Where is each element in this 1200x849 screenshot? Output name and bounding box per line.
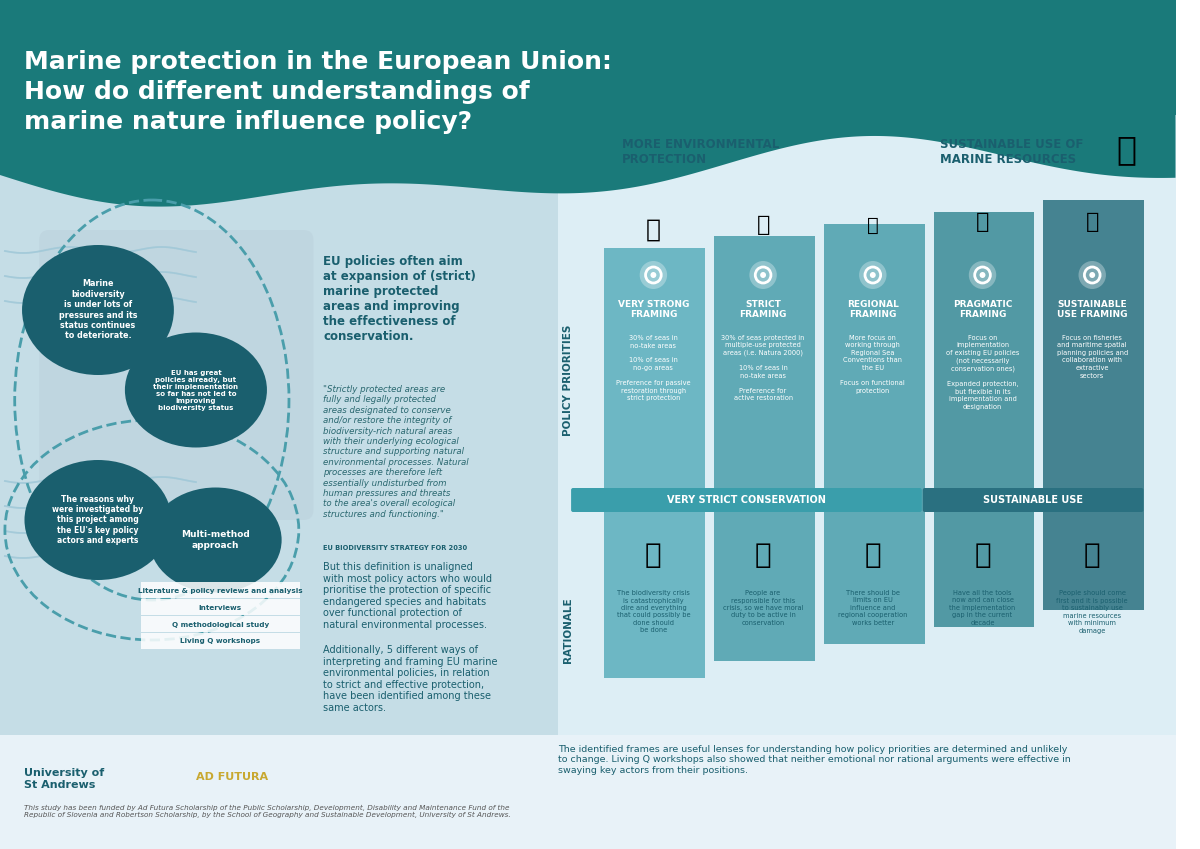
FancyBboxPatch shape bbox=[40, 230, 313, 520]
Text: EU has great
policies already, but
their implementation
so far has not led to
im: EU has great policies already, but their… bbox=[154, 369, 239, 411]
Text: People should come
first and it is possible
to sustainably use
marine resources
: People should come first and it is possi… bbox=[1056, 590, 1128, 633]
Circle shape bbox=[640, 261, 667, 289]
Text: 🌿: 🌿 bbox=[646, 541, 661, 569]
Circle shape bbox=[979, 272, 985, 278]
Text: "Strictly protected areas are
fully and legally protected
areas designated to co: "Strictly protected areas are fully and … bbox=[323, 385, 469, 519]
Text: Have all the tools
now and can close
the implementation
gap in the current
decad: Have all the tools now and can close the… bbox=[949, 590, 1015, 626]
FancyBboxPatch shape bbox=[923, 488, 1144, 512]
Text: 30% of seas protected in
multiple-use protected
areas (i.e. Natura 2000)

10% of: 30% of seas protected in multiple-use pr… bbox=[721, 335, 805, 402]
Text: EU BIODIVERSITY STRATEGY FOR 2030: EU BIODIVERSITY STRATEGY FOR 2030 bbox=[323, 545, 467, 551]
Circle shape bbox=[870, 272, 876, 278]
Text: Additionally, 5 different ways of
interpreting and framing EU marine
environment: Additionally, 5 different ways of interp… bbox=[323, 645, 498, 713]
Text: SUSTAINABLE
USE FRAMING: SUSTAINABLE USE FRAMING bbox=[1057, 300, 1128, 319]
Text: PRAGMATIC
FRAMING: PRAGMATIC FRAMING bbox=[953, 300, 1013, 319]
FancyBboxPatch shape bbox=[0, 200, 558, 780]
Text: 30% of seas in
no-take areas

10% of seas in
no-go areas

Preference for passive: 30% of seas in no-take areas 10% of seas… bbox=[616, 335, 691, 401]
FancyBboxPatch shape bbox=[571, 488, 922, 512]
Text: ⛵: ⛵ bbox=[756, 215, 769, 235]
Text: Living Q workshops: Living Q workshops bbox=[180, 638, 260, 644]
Text: 🐟: 🐟 bbox=[755, 541, 772, 569]
Circle shape bbox=[1079, 261, 1106, 289]
Text: SUSTAINABLE USE: SUSTAINABLE USE bbox=[983, 495, 1084, 505]
Text: This study has been funded by Ad Futura Scholarship of the Public Scholarship, D: This study has been funded by Ad Futura … bbox=[24, 805, 511, 818]
Text: 🎣: 🎣 bbox=[1086, 212, 1099, 232]
Text: AD FUTURA: AD FUTURA bbox=[196, 772, 268, 782]
FancyBboxPatch shape bbox=[714, 236, 815, 661]
Circle shape bbox=[968, 261, 996, 289]
Text: University of
St Andrews: University of St Andrews bbox=[24, 768, 104, 790]
Circle shape bbox=[1090, 272, 1096, 278]
Text: VERY STRICT CONSERVATION: VERY STRICT CONSERVATION bbox=[667, 495, 826, 505]
Ellipse shape bbox=[24, 460, 172, 580]
Text: 🚢: 🚢 bbox=[866, 216, 878, 234]
FancyBboxPatch shape bbox=[934, 212, 1034, 627]
Text: 🌊: 🌊 bbox=[864, 541, 881, 569]
Text: 🐬: 🐬 bbox=[646, 218, 661, 242]
Text: There should be
limits on EU
influence and
regional cooperation
works better: There should be limits on EU influence a… bbox=[838, 590, 907, 626]
FancyBboxPatch shape bbox=[558, 115, 1176, 735]
Text: REGIONAL
FRAMING: REGIONAL FRAMING bbox=[847, 300, 899, 319]
Text: 🚤: 🚤 bbox=[976, 212, 989, 232]
Ellipse shape bbox=[22, 245, 174, 375]
Circle shape bbox=[760, 272, 766, 278]
Text: The biodiversity crisis
is catastrophically
dire and everything
that could possi: The biodiversity crisis is catastrophica… bbox=[617, 590, 690, 633]
FancyBboxPatch shape bbox=[824, 224, 925, 644]
FancyBboxPatch shape bbox=[142, 633, 300, 649]
Polygon shape bbox=[0, 0, 1176, 206]
Text: RATIONALE: RATIONALE bbox=[563, 597, 574, 663]
FancyBboxPatch shape bbox=[0, 0, 1176, 170]
Text: marine nature influence policy?: marine nature influence policy? bbox=[24, 110, 473, 134]
Text: The reasons why
were investigated by
this project among
the EU's key policy
acto: The reasons why were investigated by thi… bbox=[53, 495, 144, 545]
Text: The identified frames are useful lenses for understanding how policy priorities : The identified frames are useful lenses … bbox=[558, 745, 1072, 775]
Text: 🐙: 🐙 bbox=[974, 541, 991, 569]
Text: But this definition is unaligned
with most policy actors who would
prioritise th: But this definition is unaligned with mo… bbox=[323, 562, 492, 630]
FancyBboxPatch shape bbox=[142, 582, 300, 598]
Text: STRICT
FRAMING: STRICT FRAMING bbox=[739, 300, 787, 319]
Text: Focus on
implementation
of existing EU policies
(not necessarily
conservation on: Focus on implementation of existing EU p… bbox=[946, 335, 1019, 409]
FancyBboxPatch shape bbox=[0, 735, 1176, 849]
Text: Multi-method
approach: Multi-method approach bbox=[181, 531, 250, 549]
Text: VERY STRONG
FRAMING: VERY STRONG FRAMING bbox=[618, 300, 689, 319]
FancyBboxPatch shape bbox=[1043, 200, 1144, 610]
Text: POLICY PRIORITIES: POLICY PRIORITIES bbox=[563, 324, 574, 436]
Ellipse shape bbox=[125, 333, 266, 447]
Text: People are
responsible for this
crisis, so we have moral
duty to be active in
co: People are responsible for this crisis, … bbox=[722, 590, 803, 626]
Circle shape bbox=[859, 261, 887, 289]
Text: SUSTAINABLE USE OF
MARINE RESOURCES: SUSTAINABLE USE OF MARINE RESOURCES bbox=[941, 138, 1084, 166]
Circle shape bbox=[749, 261, 776, 289]
Text: 🌬️: 🌬️ bbox=[1116, 133, 1136, 166]
Text: Marine protection in the European Union:: Marine protection in the European Union: bbox=[24, 50, 612, 74]
Text: EU policies often aim
at expansion of (strict)
marine protected
areas and improv: EU policies often aim at expansion of (s… bbox=[323, 255, 476, 343]
FancyBboxPatch shape bbox=[142, 599, 300, 615]
Text: Focus on fisheries
and maritime spatial
planning policies and
collaboration with: Focus on fisheries and maritime spatial … bbox=[1057, 335, 1128, 379]
Text: How do different understandings of: How do different understandings of bbox=[24, 80, 530, 104]
Circle shape bbox=[650, 272, 656, 278]
Text: Marine
biodiversity
is under lots of
pressures and its
status continues
to deter: Marine biodiversity is under lots of pre… bbox=[59, 279, 137, 340]
Text: Q methodological study: Q methodological study bbox=[172, 621, 269, 627]
Text: 🌿: 🌿 bbox=[1084, 541, 1100, 569]
Text: Interviews: Interviews bbox=[199, 604, 242, 610]
FancyBboxPatch shape bbox=[142, 616, 300, 632]
Text: More focus on
working through
Regional Sea
Conventions than
the EU

Focus on fun: More focus on working through Regional S… bbox=[840, 335, 905, 393]
Ellipse shape bbox=[149, 487, 282, 593]
FancyBboxPatch shape bbox=[605, 248, 706, 678]
Text: Literature & policy reviews and analysis: Literature & policy reviews and analysis bbox=[138, 588, 302, 593]
Text: MORE ENVIRONMENTAL
PROTECTION: MORE ENVIRONMENTAL PROTECTION bbox=[622, 138, 779, 166]
